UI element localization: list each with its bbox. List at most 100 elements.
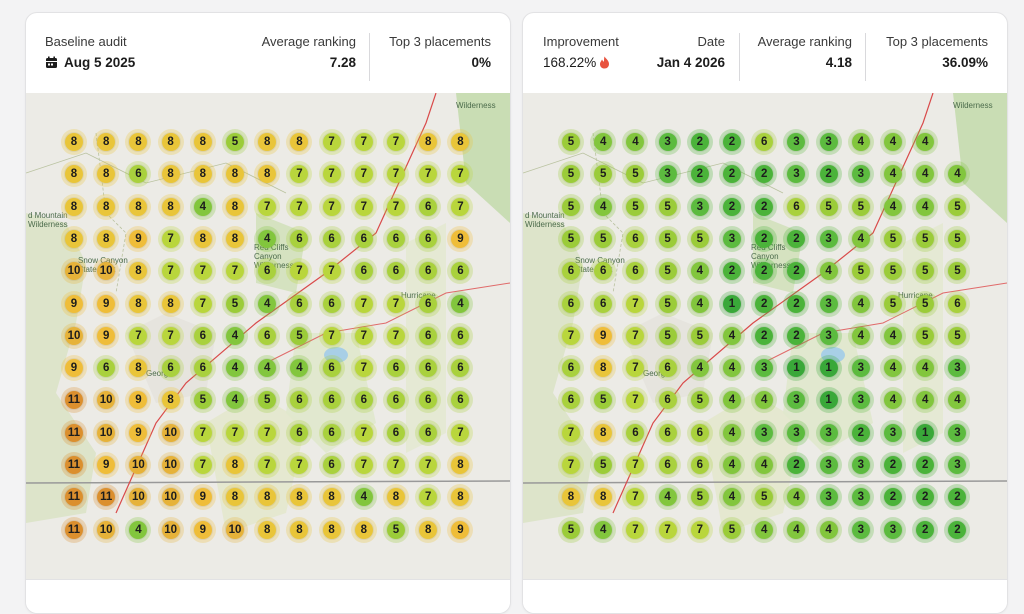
rank-pin[interactable]: 4 bbox=[622, 129, 649, 155]
rank-pin[interactable]: 7 bbox=[254, 452, 281, 478]
rank-pin[interactable]: 11 bbox=[61, 419, 87, 446]
rank-pin[interactable]: 3 bbox=[815, 452, 842, 478]
rank-pin[interactable]: 10 bbox=[93, 258, 120, 285]
rank-pin[interactable]: 7 bbox=[350, 452, 377, 478]
rank-pin[interactable]: 6 bbox=[415, 355, 442, 382]
rank-pin[interactable]: 3 bbox=[751, 355, 778, 382]
rank-pin[interactable]: 2 bbox=[783, 290, 810, 317]
rank-pin[interactable]: 8 bbox=[189, 161, 216, 188]
rank-pin[interactable]: 4 bbox=[751, 387, 778, 414]
rank-pin[interactable]: 2 bbox=[751, 322, 778, 349]
rank-pin[interactable]: 7 bbox=[222, 419, 248, 446]
rank-pin[interactable]: 8 bbox=[125, 129, 152, 155]
rank-pin[interactable]: 6 bbox=[93, 355, 120, 382]
rank-pin[interactable]: 5 bbox=[944, 322, 971, 349]
rank-pin[interactable]: 7 bbox=[350, 193, 377, 220]
rank-pin[interactable]: 5 bbox=[912, 258, 939, 285]
rank-pin[interactable]: 2 bbox=[912, 452, 939, 478]
rank-pin[interactable]: 10 bbox=[157, 516, 184, 543]
rank-pin[interactable]: 8 bbox=[157, 161, 184, 188]
rank-pin[interactable]: 7 bbox=[350, 129, 377, 155]
rank-pin[interactable]: 7 bbox=[686, 516, 713, 543]
rank-pin[interactable]: 5 bbox=[912, 225, 939, 252]
rank-pin[interactable]: 10 bbox=[93, 516, 120, 543]
rank-pin[interactable]: 11 bbox=[93, 484, 120, 511]
rank-pin[interactable]: 5 bbox=[686, 387, 713, 414]
rank-pin[interactable]: 9 bbox=[125, 419, 152, 446]
rank-pin[interactable]: 5 bbox=[880, 225, 906, 252]
rank-pin[interactable]: 6 bbox=[654, 355, 681, 382]
rank-pin[interactable]: 4 bbox=[350, 484, 377, 511]
rank-pin[interactable]: 5 bbox=[558, 129, 584, 155]
rank-pin[interactable]: 9 bbox=[447, 225, 474, 252]
rank-pin[interactable]: 6 bbox=[318, 225, 345, 252]
rank-pin[interactable]: 6 bbox=[654, 387, 681, 414]
rank-pin[interactable]: 8 bbox=[189, 129, 216, 155]
rank-pin[interactable]: 8 bbox=[125, 258, 152, 285]
rank-pin[interactable]: 8 bbox=[125, 355, 152, 382]
rank-pin[interactable]: 8 bbox=[318, 484, 345, 511]
rank-pin[interactable]: 9 bbox=[61, 290, 87, 317]
rank-pin[interactable]: 3 bbox=[815, 290, 842, 317]
rank-pin[interactable]: 4 bbox=[880, 129, 906, 155]
rank-pin[interactable]: 8 bbox=[222, 484, 248, 511]
rank-pin[interactable]: 6 bbox=[318, 387, 345, 414]
rank-pin[interactable]: 6 bbox=[254, 322, 281, 349]
rank-pin[interactable]: 4 bbox=[719, 452, 745, 478]
rank-pin[interactable]: 6 bbox=[286, 419, 313, 446]
rank-pin[interactable]: 9 bbox=[189, 484, 216, 511]
rank-pin[interactable]: 6 bbox=[350, 387, 377, 414]
rank-pin[interactable]: 7 bbox=[622, 484, 649, 511]
rank-pin[interactable]: 6 bbox=[447, 258, 474, 285]
rank-pin[interactable]: 6 bbox=[415, 387, 442, 414]
rank-pin[interactable]: 8 bbox=[125, 193, 152, 220]
rank-pin[interactable]: 8 bbox=[222, 193, 248, 220]
rank-pin[interactable]: 8 bbox=[590, 484, 617, 511]
rank-pin[interactable]: 6 bbox=[415, 419, 442, 446]
rank-pin[interactable]: 3 bbox=[783, 419, 810, 446]
rank-pin[interactable]: 11 bbox=[61, 484, 87, 511]
rank-pin[interactable]: 7 bbox=[415, 452, 442, 478]
rank-pin[interactable]: 4 bbox=[590, 516, 617, 543]
rank-pin[interactable]: 4 bbox=[590, 193, 617, 220]
rank-pin[interactable]: 3 bbox=[686, 193, 713, 220]
rank-pin[interactable]: 2 bbox=[751, 161, 778, 188]
rank-pin[interactable]: 1 bbox=[912, 419, 939, 446]
rank-pin[interactable]: 6 bbox=[254, 258, 281, 285]
rank-pin[interactable]: 2 bbox=[751, 290, 778, 317]
rank-pin[interactable]: 5 bbox=[590, 452, 617, 478]
rank-pin[interactable]: 7 bbox=[654, 516, 681, 543]
rank-pin[interactable]: 9 bbox=[93, 452, 120, 478]
rank-pin[interactable]: 3 bbox=[880, 516, 906, 543]
rank-pin[interactable]: 5 bbox=[654, 193, 681, 220]
rank-pin[interactable]: 2 bbox=[719, 129, 745, 155]
rank-pin[interactable]: 5 bbox=[944, 225, 971, 252]
rank-pin[interactable]: 3 bbox=[783, 129, 810, 155]
rank-pin[interactable]: 6 bbox=[590, 258, 617, 285]
rank-pin[interactable]: 5 bbox=[590, 225, 617, 252]
rank-pin[interactable]: 8 bbox=[61, 129, 87, 155]
rank-pin[interactable]: 7 bbox=[189, 452, 216, 478]
rank-pin[interactable]: 4 bbox=[751, 452, 778, 478]
rank-pin[interactable]: 8 bbox=[222, 161, 248, 188]
rank-pin[interactable]: 4 bbox=[719, 419, 745, 446]
rank-pin[interactable]: 5 bbox=[654, 258, 681, 285]
rank-pin[interactable]: 3 bbox=[944, 452, 971, 478]
rank-pin[interactable]: 3 bbox=[751, 419, 778, 446]
rank-pin[interactable]: 6 bbox=[622, 419, 649, 446]
rank-pin[interactable]: 5 bbox=[222, 290, 248, 317]
rank-pin[interactable]: 9 bbox=[61, 355, 87, 382]
rank-pin[interactable]: 2 bbox=[783, 452, 810, 478]
rank-pin[interactable]: 6 bbox=[447, 355, 474, 382]
rank-pin[interactable]: 7 bbox=[350, 161, 377, 188]
rank-pin[interactable]: 8 bbox=[61, 161, 87, 188]
rank-pin[interactable]: 4 bbox=[783, 484, 810, 511]
rank-pin[interactable]: 6 bbox=[350, 258, 377, 285]
rank-pin[interactable]: 6 bbox=[415, 225, 442, 252]
rank-pin[interactable]: 7 bbox=[318, 258, 345, 285]
rank-pin[interactable]: 2 bbox=[719, 161, 745, 188]
rank-pin[interactable]: 7 bbox=[622, 516, 649, 543]
rank-pin[interactable]: 8 bbox=[222, 452, 248, 478]
rank-pin[interactable]: 6 bbox=[383, 419, 409, 446]
rank-pin[interactable]: 4 bbox=[912, 161, 939, 188]
